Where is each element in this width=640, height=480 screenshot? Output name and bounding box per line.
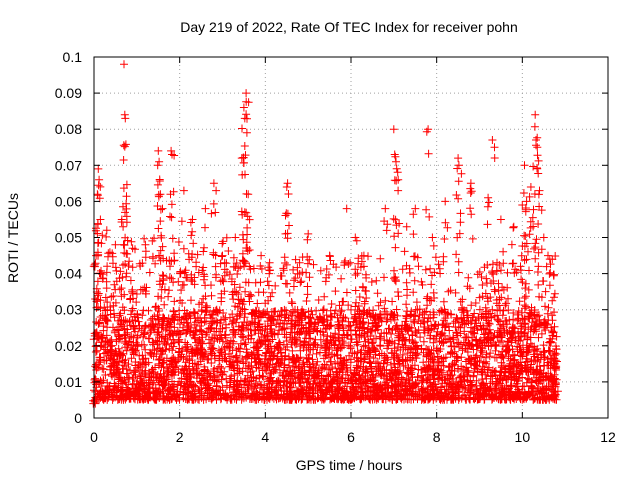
data-point: [207, 179, 218, 259]
data-point: [263, 258, 274, 326]
data-point: [109, 240, 121, 318]
data-point: [89, 395, 100, 408]
data-point: [537, 233, 550, 334]
x-tick-label: 2: [176, 429, 184, 445]
scatter-cloud: [90, 233, 561, 404]
data-point: [281, 179, 294, 297]
data-point: [238, 114, 252, 266]
data-point: [154, 190, 167, 301]
data-point: [216, 251, 229, 342]
data-point: [242, 190, 255, 306]
data-point: [239, 89, 253, 271]
y-tick-label: 0.02: [55, 338, 82, 354]
data-point: [240, 128, 252, 287]
data-point: [528, 110, 542, 253]
y-tick-label: 0.1: [63, 49, 83, 65]
data-point: [389, 125, 400, 286]
y-tick-label: 0.08: [55, 121, 82, 137]
data-point: [488, 143, 499, 296]
x-tick-label: 6: [347, 429, 355, 445]
data-point: [116, 222, 130, 327]
chart-title: Day 219 of 2022, Rate Of TEC Index for r…: [180, 19, 517, 35]
y-tick-label: 0.05: [55, 230, 82, 246]
data-point: [177, 186, 191, 290]
data-point: [93, 215, 107, 311]
x-tick-label: 8: [433, 429, 441, 445]
data-point: [293, 258, 305, 321]
y-tick-label: 0.01: [55, 374, 82, 390]
data-point: [390, 157, 403, 284]
data-point: [101, 226, 113, 332]
data-point: [323, 251, 336, 348]
data-point: [394, 186, 404, 301]
data-point: [280, 183, 293, 288]
data-point: [380, 204, 392, 316]
data-point: [165, 146, 176, 271]
data-point: [452, 161, 466, 306]
x-tick-label: 10: [515, 429, 531, 445]
data-point: [93, 175, 105, 313]
data-point: [340, 204, 353, 297]
data-point: [351, 233, 361, 322]
data-point: [117, 60, 131, 226]
data-point: [426, 233, 439, 340]
data-point: [126, 244, 140, 336]
y-tick-label: 0.03: [55, 302, 82, 318]
data-point: [91, 164, 103, 259]
data-point: [547, 370, 560, 400]
data-point: [520, 197, 533, 324]
data-point: [400, 222, 412, 333]
data-point: [546, 255, 558, 343]
data-point: [256, 251, 268, 322]
data-point: [357, 251, 371, 333]
data-point: [199, 204, 212, 312]
data-point: [166, 150, 179, 266]
data-point: [229, 233, 242, 325]
data-point: [153, 157, 165, 289]
data-point: [409, 204, 422, 327]
y-tick-label: 0: [74, 410, 82, 426]
data-point: [303, 229, 315, 336]
data-points: [89, 60, 562, 408]
data-point: [507, 222, 519, 333]
data-point: [156, 204, 168, 302]
data-point: [481, 193, 495, 318]
data-point: [524, 183, 536, 312]
data-point: [529, 136, 543, 248]
data-point: [119, 114, 132, 270]
y-axis-label: ROTI / TECUs: [5, 193, 21, 283]
data-point: [466, 179, 477, 310]
tick-labels: 0 2 4 6 8 10 12 0 0.01 0.02 0.03 0.04 0.05 0.06 0.07 0.…: [55, 49, 616, 445]
y-tick-label: 0.07: [55, 157, 82, 173]
data-point: [439, 197, 452, 314]
y-tick-label: 0.06: [55, 193, 82, 209]
x-tick-label: 0: [90, 429, 98, 445]
data-point: [451, 154, 463, 297]
data-point: [209, 186, 221, 315]
data-point: [141, 240, 150, 332]
data-point: [534, 186, 546, 320]
data-point: [390, 150, 400, 252]
data-point: [550, 356, 562, 396]
data-point: [541, 251, 554, 329]
data-point: [422, 125, 434, 221]
data-point: [494, 215, 508, 310]
y-tick-label: 0.09: [55, 85, 82, 101]
y-tick-label: 0.04: [55, 266, 82, 282]
data-point: [186, 215, 199, 318]
x-axis-label: GPS time / hours: [296, 457, 403, 473]
axis-ticks: [93, 56, 609, 419]
x-tick-label: 12: [600, 429, 616, 445]
x-tick-label: 4: [261, 429, 269, 445]
